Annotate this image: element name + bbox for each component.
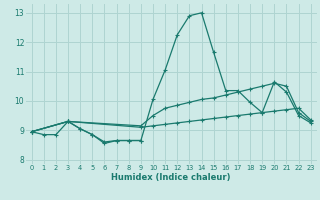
X-axis label: Humidex (Indice chaleur): Humidex (Indice chaleur): [111, 173, 231, 182]
